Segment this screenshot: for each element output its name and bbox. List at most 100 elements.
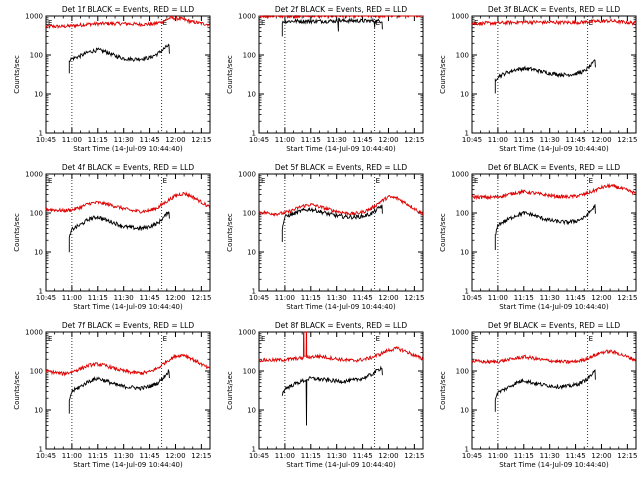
- series-events-line: [281, 204, 383, 242]
- y-tick-label: 1000: [25, 171, 43, 179]
- marker-e-label: E: [589, 335, 593, 343]
- panel-det-8: Det 8f BLACK = Events, RED = LLD 1 10 100 10…: [226, 321, 424, 469]
- x-tick-label: 11:00: [62, 136, 82, 144]
- series-events-line: [281, 365, 383, 426]
- marker-e-label: E: [376, 19, 380, 27]
- panel-title: Det 5f BLACK = Events, RED = LLD: [275, 163, 408, 172]
- x-axis-label: Start Time (14-Jul-09 10:44:40): [499, 461, 609, 469]
- x-axis-label: Start Time (14-Jul-09 10:44:40): [73, 303, 183, 311]
- x-tick-label: 12:00: [165, 294, 185, 302]
- y-axis-label: Counts/sec: [226, 55, 234, 94]
- x-tick-label: 11:15: [88, 294, 108, 302]
- marker-e-label: E: [261, 335, 265, 343]
- x-tick-label: 12:00: [165, 452, 185, 460]
- y-tick-label: 100: [243, 52, 256, 60]
- panel-det-4: Det 4f BLACK = Events, RED = LLD 1 10 100 10…: [13, 163, 211, 311]
- plot-frame: [471, 173, 637, 292]
- x-tick-label: 11:30: [540, 452, 560, 460]
- x-tick-label: 12:15: [617, 294, 637, 302]
- y-tick-label: 1: [39, 288, 43, 296]
- series-events-line: [494, 204, 596, 250]
- x-tick-label: 11:30: [327, 136, 347, 144]
- plot-frame: [45, 173, 211, 292]
- marker-e-label: E: [48, 335, 52, 343]
- x-tick-label: 11:00: [62, 294, 82, 302]
- panel-det-6: Det 6f BLACK = Events, RED = LLD 1 10 100 10…: [439, 163, 637, 311]
- y-tick-label: 10: [247, 407, 256, 415]
- y-tick-label: 100: [243, 210, 256, 218]
- panel-title: Det 2f BLACK = Events, RED = LLD: [275, 5, 408, 14]
- y-tick-label: 1: [465, 288, 469, 296]
- y-tick-label: 10: [460, 249, 469, 257]
- x-axis-label: Start Time (14-Jul-09 10:44:40): [286, 145, 396, 153]
- y-tick-label: 100: [456, 52, 469, 60]
- panel-title: Det 8f BLACK = Events, RED = LLD: [275, 321, 408, 330]
- x-tick-label: 10:45: [249, 452, 269, 460]
- marker-e-label: E: [163, 177, 167, 185]
- y-tick-label: 1000: [451, 13, 469, 21]
- series-events-line: [68, 43, 170, 74]
- x-tick-label: 11:45: [352, 452, 372, 460]
- marker-e-label: E: [474, 177, 478, 185]
- x-tick-label: 11:00: [62, 452, 82, 460]
- plot-frame: [258, 331, 424, 450]
- x-tick-label: 10:45: [36, 452, 56, 460]
- x-tick-label: 12:15: [617, 136, 637, 144]
- y-tick-label: 1: [39, 130, 43, 138]
- x-tick-label: 10:45: [36, 136, 56, 144]
- x-tick-label: 11:00: [275, 452, 295, 460]
- series-events-line: [68, 211, 170, 253]
- marker-e-label: E: [474, 335, 478, 343]
- y-tick-label: 100: [243, 368, 256, 376]
- series-events-line: [494, 369, 596, 412]
- y-tick-label: 100: [456, 210, 469, 218]
- x-tick-label: 11:00: [275, 136, 295, 144]
- y-tick-label: 1000: [451, 171, 469, 179]
- x-tick-label: 11:45: [352, 294, 372, 302]
- x-axis-label: Start Time (14-Jul-09 10:44:40): [499, 303, 609, 311]
- y-tick-label: 100: [30, 210, 43, 218]
- panel-title: Det 7f BLACK = Events, RED = LLD: [62, 321, 195, 330]
- y-axis-label: Counts/sec: [439, 55, 447, 94]
- plot-frame: [45, 15, 211, 134]
- y-tick-label: 10: [460, 91, 469, 99]
- x-axis-label: Start Time (14-Jul-09 10:44:40): [499, 145, 609, 153]
- x-tick-label: 12:15: [404, 294, 424, 302]
- x-tick-label: 12:15: [404, 136, 424, 144]
- x-tick-label: 10:45: [462, 294, 482, 302]
- marker-e-label: E: [163, 19, 167, 27]
- plot-frame: [471, 331, 637, 450]
- panel-title: Det 6f BLACK = Events, RED = LLD: [488, 163, 621, 172]
- x-tick-label: 11:30: [540, 136, 560, 144]
- panel-title: Det 3f BLACK = Events, RED = LLD: [488, 5, 621, 14]
- x-tick-label: 11:45: [139, 452, 159, 460]
- panel-title: Det 1f BLACK = Events, RED = LLD: [62, 5, 195, 14]
- x-axis-label: Start Time (14-Jul-09 10:44:40): [73, 461, 183, 469]
- y-tick-label: 1: [252, 288, 256, 296]
- series-lld-line: [258, 195, 424, 217]
- panel-det-1: Det 1f BLACK = Events, RED = LLD 1 10 100 10…: [13, 5, 211, 153]
- x-tick-label: 10:45: [36, 294, 56, 302]
- panel-det-5: Det 5f BLACK = Events, RED = LLD 1 10 100 10…: [226, 163, 424, 311]
- x-tick-label: 12:00: [378, 452, 398, 460]
- marker-e-label: E: [48, 177, 52, 185]
- panel-det-9: Det 9f BLACK = Events, RED = LLD 1 10 100 10…: [439, 321, 637, 469]
- y-axis-label: Counts/sec: [13, 55, 21, 94]
- x-tick-label: 11:00: [488, 294, 508, 302]
- x-tick-label: 12:00: [591, 136, 611, 144]
- x-tick-label: 11:15: [88, 452, 108, 460]
- x-tick-label: 11:00: [488, 136, 508, 144]
- y-tick-label: 1: [465, 446, 469, 454]
- marker-e-label: E: [376, 177, 380, 185]
- y-tick-label: 100: [456, 368, 469, 376]
- x-tick-label: 11:15: [301, 136, 321, 144]
- x-tick-label: 11:45: [565, 294, 585, 302]
- panel-title: Det 9f BLACK = Events, RED = LLD: [488, 321, 621, 330]
- series-lld-line: [45, 191, 211, 214]
- x-tick-label: 10:45: [249, 294, 269, 302]
- x-tick-label: 11:30: [114, 452, 134, 460]
- plot-frame: [258, 173, 424, 292]
- y-axis-label: Counts/sec: [226, 213, 234, 252]
- x-tick-label: 11:30: [114, 136, 134, 144]
